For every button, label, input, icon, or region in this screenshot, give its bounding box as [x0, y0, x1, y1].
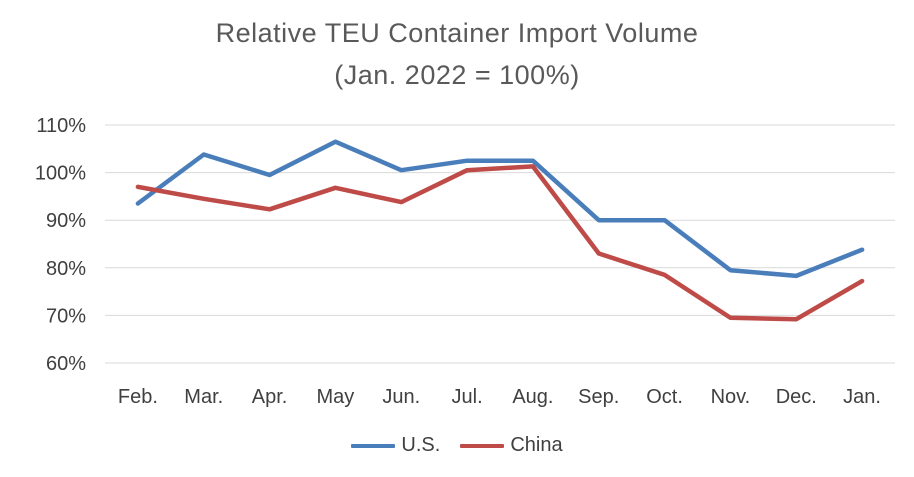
x-tick-label: Jul. — [452, 386, 483, 408]
legend-label-china: China — [510, 434, 563, 456]
legend: U.S. China — [0, 434, 914, 457]
chart-title: Relative TEU Container Import Volume — [215, 18, 699, 48]
x-tick-label: Nov. — [711, 386, 751, 408]
series-line-us — [135, 139, 865, 279]
x-tick-label: Feb. — [118, 386, 158, 408]
y-tick-label: 90% — [46, 210, 86, 232]
legend-label-us: U.S. — [401, 434, 441, 456]
x-tick-label: Jan. — [843, 386, 881, 408]
y-tick-label: 100% — [35, 163, 86, 185]
legend-item-us: U.S. — [351, 434, 440, 457]
x-tick-label: Sep. — [578, 386, 619, 408]
x-tick-label: Apr. — [252, 386, 288, 408]
legend-swatch-us — [351, 443, 396, 448]
legend-item-china: China — [460, 434, 563, 457]
chart-subtitle: (Jan. 2022 = 100%) — [334, 60, 580, 90]
x-tick-label: Dec. — [776, 386, 817, 408]
y-tick-label: 110% — [36, 115, 86, 137]
x-tick-label: May — [317, 386, 355, 408]
y-tick-label: 60% — [46, 353, 86, 375]
y-tick-label: 70% — [46, 305, 86, 327]
x-tick-label: Oct. — [646, 386, 683, 408]
series-line-china — [135, 164, 865, 322]
x-tick-label: Jun. — [382, 386, 420, 408]
y-tick-label: 80% — [46, 258, 86, 280]
legend-swatch-china — [460, 443, 505, 448]
x-tick-label: Mar. — [184, 386, 223, 408]
x-tick-label: Aug. — [512, 386, 553, 408]
